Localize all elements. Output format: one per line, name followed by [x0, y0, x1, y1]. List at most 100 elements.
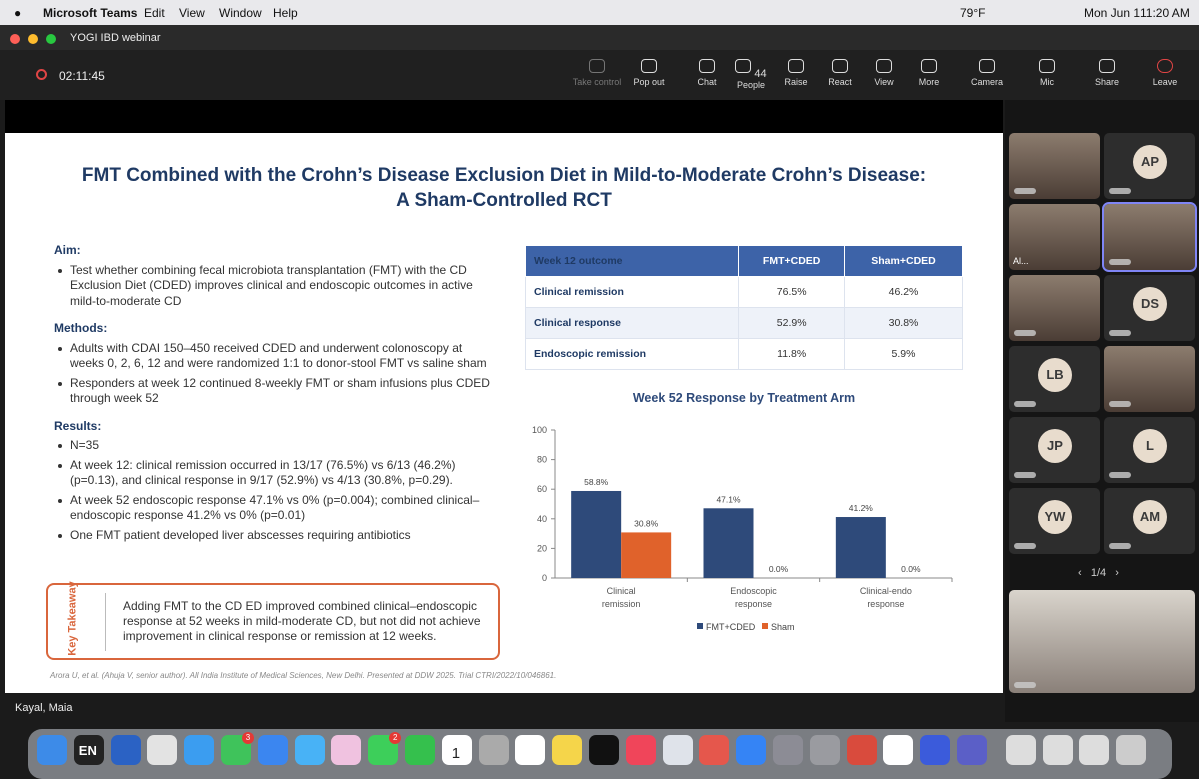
- dock-icon[interactable]: [920, 735, 951, 765]
- dock-icon[interactable]: [1042, 735, 1073, 765]
- time: 11:20 AM: [1140, 6, 1190, 20]
- dock-icon[interactable]: [662, 735, 693, 765]
- dock-icon[interactable]: [773, 735, 803, 765]
- toolbar-button[interactable]: React: [812, 56, 868, 96]
- toolbar-button[interactable]: Take control: [569, 56, 625, 96]
- dock-icon[interactable]: [552, 735, 583, 765]
- toolbar-button[interactable]: 44 People: [723, 56, 779, 96]
- dock-icon[interactable]: 1: [441, 735, 472, 765]
- dock-icon[interactable]: [883, 735, 914, 765]
- dock-icon[interactable]: [589, 735, 619, 765]
- participant-tile[interactable]: L: [1104, 417, 1195, 483]
- toolbar-button[interactable]: Leave: [1137, 56, 1193, 96]
- app-name[interactable]: Microsoft Teams: [43, 6, 138, 20]
- participant-tile[interactable]: LB: [1009, 346, 1100, 412]
- toolbar-button[interactable]: View: [856, 56, 912, 96]
- participant-tile[interactable]: [1104, 346, 1195, 412]
- menu-item[interactable]: Window: [219, 6, 262, 20]
- dock-icon[interactable]: [1079, 735, 1110, 765]
- mic-status: [1109, 330, 1131, 336]
- participant-tile[interactable]: DS: [1104, 275, 1195, 341]
- dock-icon[interactable]: [515, 735, 546, 765]
- y-tick-label: 60: [537, 484, 547, 494]
- section-heading: Results:: [54, 418, 102, 433]
- legend-label: FMT+CDED: [706, 622, 756, 632]
- chart-title: Week 52 Response by Treatment Arm: [633, 391, 855, 405]
- self-video[interactable]: [1009, 590, 1195, 693]
- table-cell: Clinical response: [524, 307, 740, 339]
- bullet: Adults with CDAI 150–450 received CDED a…: [54, 341, 499, 372]
- participant-tile[interactable]: AP: [1104, 133, 1195, 199]
- toolbar-button[interactable]: Mic: [1019, 56, 1075, 96]
- y-tick-label: 80: [537, 455, 547, 465]
- dock-icon[interactable]: 2: [368, 732, 402, 765]
- section: Aim: Test whether combining fecal microbi…: [54, 243, 499, 309]
- dock-icon[interactable]: [1116, 735, 1147, 765]
- participant-tile[interactable]: YW: [1009, 488, 1100, 554]
- legend-swatch: [697, 623, 703, 629]
- minimize-button[interactable]: [28, 34, 38, 44]
- dock-icon[interactable]: [846, 735, 877, 765]
- button-label: People: [736, 80, 766, 90]
- participant-tile[interactable]: AM: [1104, 488, 1195, 554]
- dock-icon[interactable]: [184, 735, 215, 765]
- toolbar-button[interactable]: Chat: [679, 56, 735, 96]
- bar: [703, 508, 754, 578]
- dock-icon[interactable]: [405, 735, 435, 765]
- toolbar-button[interactable]: More: [901, 56, 957, 96]
- takeaway-box: Key Takeaway Adding FMT to the CD ED imp…: [46, 581, 500, 660]
- participant-tile[interactable]: [1009, 133, 1100, 199]
- bullet: Responders at week 12 continued 8-weekly…: [54, 376, 499, 407]
- participant-tile[interactable]: JP: [1009, 417, 1100, 483]
- dock-icon[interactable]: [699, 735, 730, 765]
- close-button[interactable]: [10, 34, 20, 44]
- menu-bar: ● Microsoft Teams 79°F Mon Jun 1 11:20 A…: [0, 0, 1199, 25]
- mic-status: [1014, 188, 1036, 194]
- toolbar-button[interactable]: Pop out: [621, 56, 677, 96]
- dock-icon[interactable]: 3: [221, 732, 254, 765]
- dock-icon[interactable]: [147, 735, 178, 765]
- button-label: Raise: [784, 77, 808, 87]
- table-cell: 52.9%: [738, 307, 846, 339]
- slide-body: Aim: Test whether combining fecal microbi…: [54, 243, 499, 555]
- takeaway-label: Key Takeaway: [66, 581, 79, 656]
- menu-item[interactable]: Help: [273, 6, 298, 20]
- dock-icon[interactable]: [257, 735, 288, 765]
- value-label: 47.1%: [716, 494, 741, 504]
- apple-menu[interactable]: ●: [14, 6, 22, 20]
- toolbar-button[interactable]: Share: [1079, 56, 1135, 96]
- pagination[interactable]: ‹ 1/4 ›: [1078, 567, 1119, 579]
- dock-icon[interactable]: [110, 735, 141, 765]
- participant-tile[interactable]: [1102, 202, 1197, 272]
- zoom-button[interactable]: [46, 34, 56, 44]
- participant-tile[interactable]: Al...: [1009, 204, 1100, 270]
- presenter-bar: Kayal, Maia: [5, 693, 1003, 722]
- menu-item[interactable]: Edit: [144, 6, 165, 20]
- menu-item[interactable]: View: [179, 6, 205, 20]
- chart: Week 52 Response by Treatment Arm 0 20 40 6…: [532, 391, 953, 632]
- dock-icon[interactable]: [957, 735, 987, 765]
- toolbar-button[interactable]: Camera: [959, 56, 1015, 96]
- x-tick-label: Clinical-endo response: [859, 586, 912, 609]
- dock-icon[interactable]: [1005, 735, 1036, 765]
- divider: [105, 593, 106, 651]
- mic-status: [1109, 401, 1131, 407]
- y-tick-label: 40: [537, 514, 547, 524]
- dock-icon[interactable]: [37, 735, 67, 765]
- toolbar-button[interactable]: Raise: [768, 56, 824, 96]
- participant-tile[interactable]: [1009, 275, 1100, 341]
- dock-icon[interactable]: [331, 735, 362, 765]
- window-title-bar: YOGI IBD webinar: [0, 25, 1199, 50]
- dock-icon[interactable]: EN: [73, 735, 104, 765]
- dock-icon[interactable]: [294, 735, 325, 765]
- dock-icon[interactable]: [809, 735, 840, 765]
- button-label: React: [828, 77, 852, 87]
- dock-icon[interactable]: [478, 735, 509, 765]
- meeting-timer: 02:11:45: [59, 69, 105, 83]
- button-label: Mic: [1040, 77, 1054, 87]
- dock-icon[interactable]: [625, 735, 656, 765]
- dock-icon[interactable]: [736, 735, 767, 765]
- icon: [1099, 59, 1115, 73]
